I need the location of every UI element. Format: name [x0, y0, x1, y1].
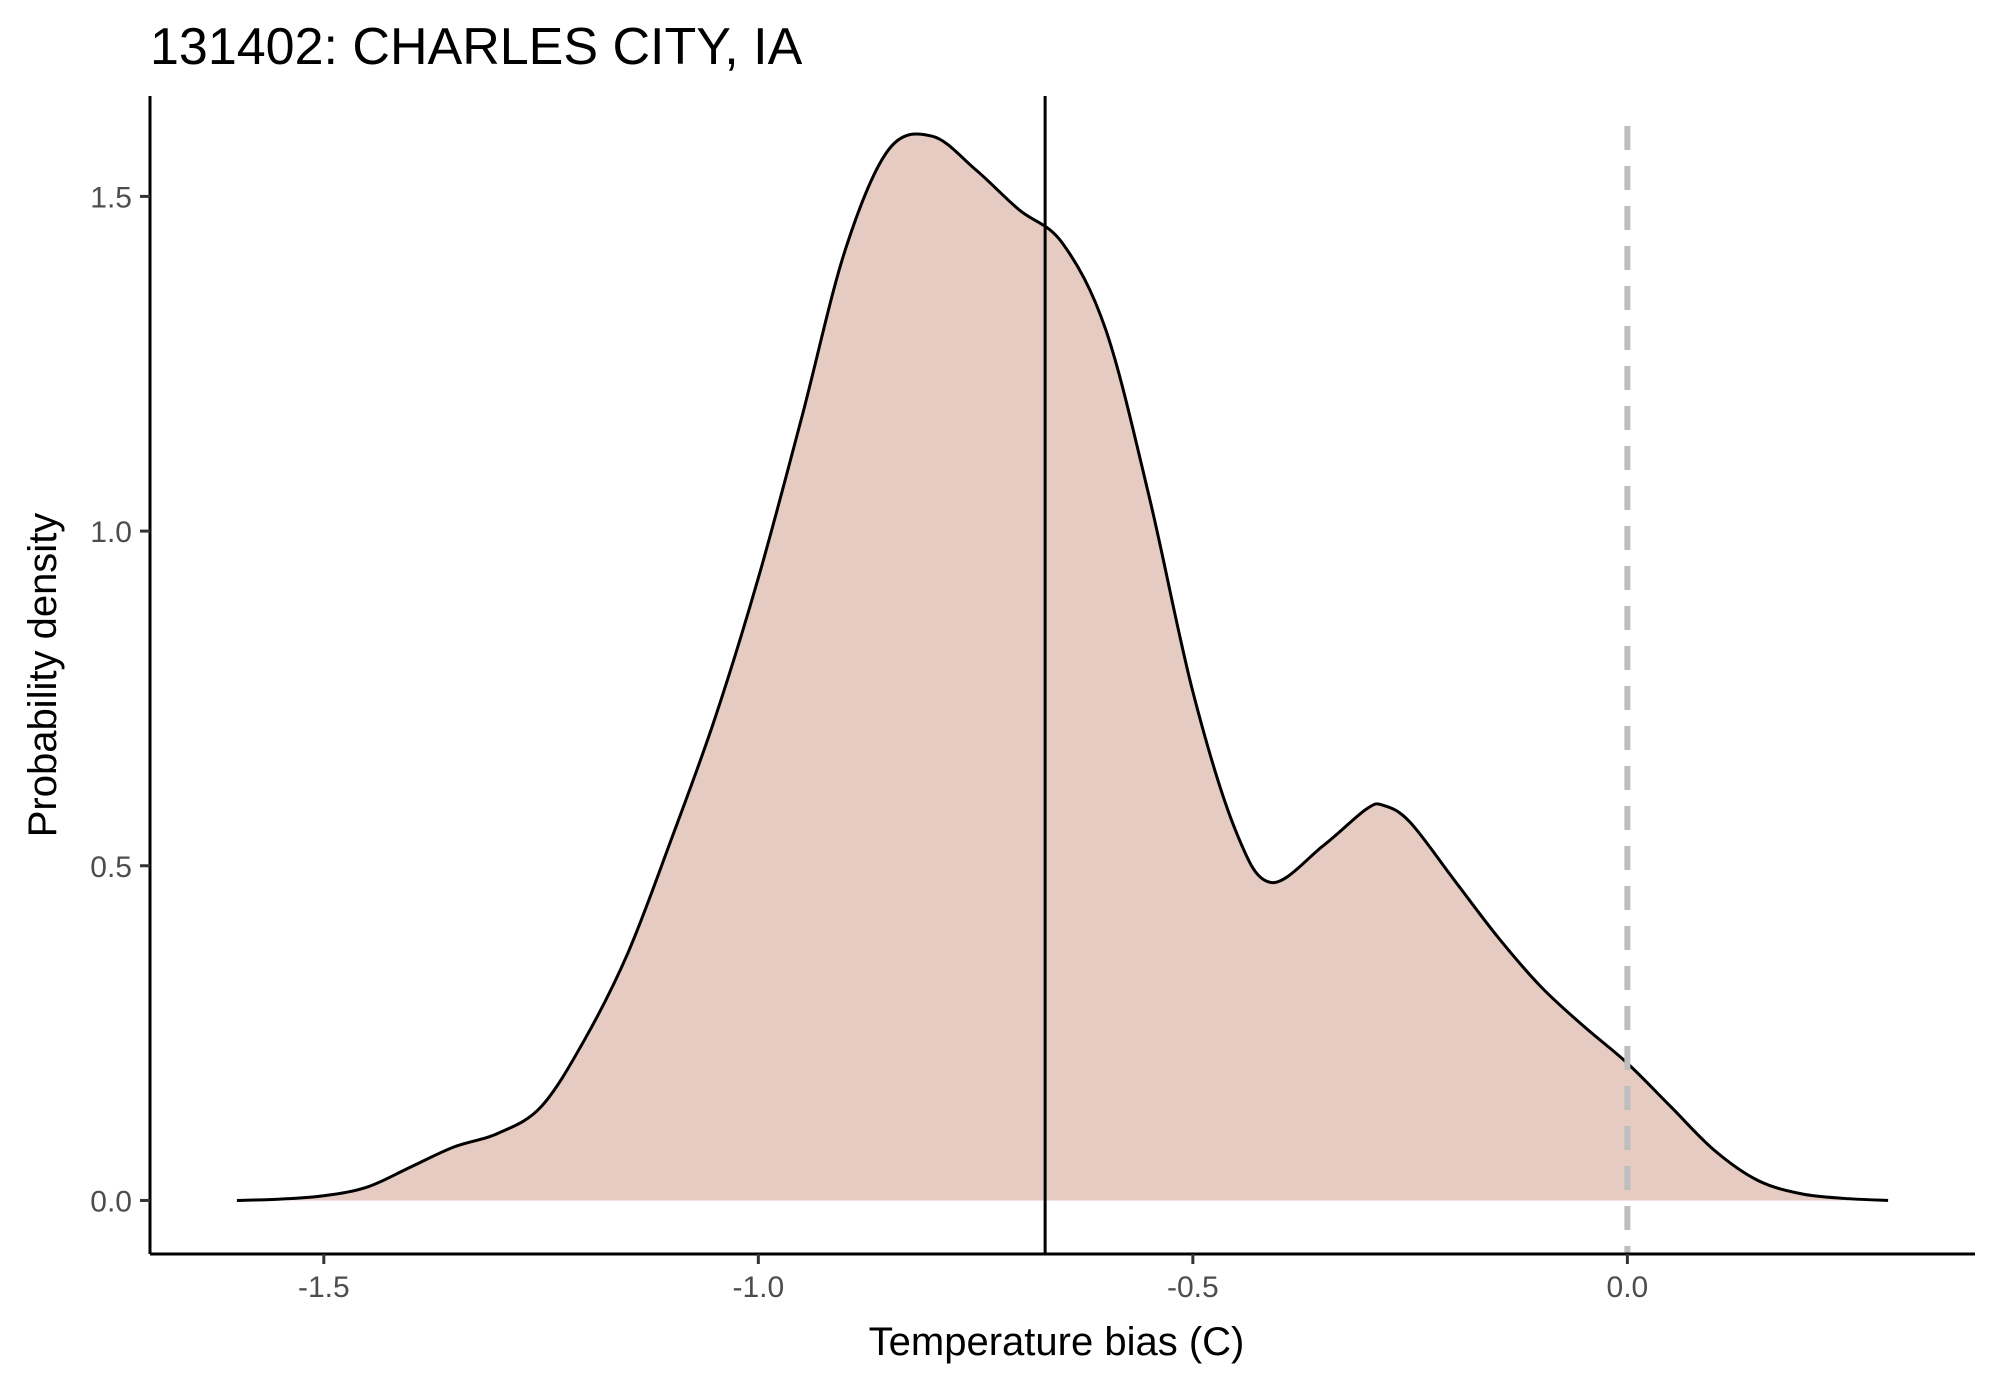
x-tick-label: 0.0 [1607, 1271, 1649, 1304]
density-curve-line [236, 132, 1889, 1202]
x-tick-label: -0.5 [1167, 1271, 1219, 1304]
y-tick-label: 1.5 [90, 181, 132, 214]
axes: -1.5 -1.0 -0.5 0.0 0.0 0.5 1.0 1.5 [90, 96, 1975, 1304]
y-axis-title: Probability density [21, 513, 65, 838]
chart-title: 131402: CHARLES CITY, IA [150, 18, 803, 76]
x-tick-label: -1.0 [732, 1271, 784, 1304]
density-area-fill [236, 133, 1889, 1201]
x-tick-label: -1.5 [298, 1271, 350, 1304]
x-axis-title: Temperature bias (C) [869, 1320, 1245, 1364]
y-tick-label: 0.0 [90, 1185, 132, 1218]
y-tick-label: 1.0 [90, 516, 132, 549]
y-tick-label: 0.5 [90, 851, 132, 884]
plot-area [236, 96, 1889, 1254]
